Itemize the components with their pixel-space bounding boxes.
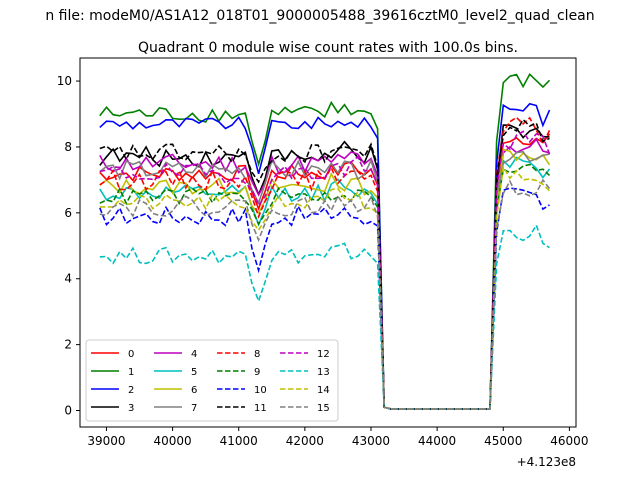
y-tick-label: 8 <box>64 140 72 154</box>
y-tick-label: 2 <box>64 338 72 352</box>
chart-title: Quadrant 0 module wise count rates with … <box>138 40 518 56</box>
legend-label-6: 6 <box>191 385 197 396</box>
legend-label-10: 10 <box>254 385 267 396</box>
legend-label-14: 14 <box>317 385 330 396</box>
plot-area: 39000 40000 41000 42000 43000 44000 45000 46000… <box>57 57 588 469</box>
x-tick-label: 45000 <box>484 434 522 448</box>
x-tick-label: 43000 <box>352 434 390 448</box>
legend-label-9: 9 <box>254 367 260 378</box>
y-tick-label: 4 <box>64 272 72 286</box>
x-tick-label: 42000 <box>286 434 324 448</box>
legend-label-8: 8 <box>254 349 260 360</box>
x-tick-label: 41000 <box>220 434 258 448</box>
legend-label-15: 15 <box>317 403 330 414</box>
x-tick-label: 44000 <box>418 434 456 448</box>
y-tick-label: 6 <box>64 206 72 220</box>
legend-label-4: 4 <box>191 349 197 360</box>
legend-box <box>85 339 339 422</box>
legend-label-3: 3 <box>128 403 134 414</box>
x-offset-label: +4.123e8 <box>517 455 576 469</box>
y-axis: 0 2 4 6 8 10 <box>57 74 80 418</box>
y-tick-label: 10 <box>57 74 72 88</box>
x-tick-label: 39000 <box>87 434 125 448</box>
series-line-11 <box>99 118 550 410</box>
y-tick-label: 0 <box>64 404 72 418</box>
x-tick-label: 40000 <box>153 434 191 448</box>
legend-label-13: 13 <box>317 367 330 378</box>
x-axis: 39000 40000 41000 42000 43000 44000 45000 46000 <box>87 427 588 448</box>
legend-label-2: 2 <box>128 385 134 396</box>
legend-label-5: 5 <box>191 367 197 378</box>
axes-frame <box>79 57 577 428</box>
series-line-15 <box>99 178 551 410</box>
chart-suptitle: n file: modeM0/AS1A12_018T01_9000005488_… <box>45 8 594 24</box>
legend-label-1: 1 <box>128 367 134 378</box>
legend-label-7: 7 <box>191 403 197 414</box>
legend-label-0: 0 <box>128 349 134 360</box>
legend-label-12: 12 <box>317 349 330 360</box>
x-tick-label: 46000 <box>550 434 588 448</box>
legend-label-11: 11 <box>254 403 267 414</box>
series-line-9 <box>99 163 551 410</box>
series-layer <box>99 72 551 410</box>
